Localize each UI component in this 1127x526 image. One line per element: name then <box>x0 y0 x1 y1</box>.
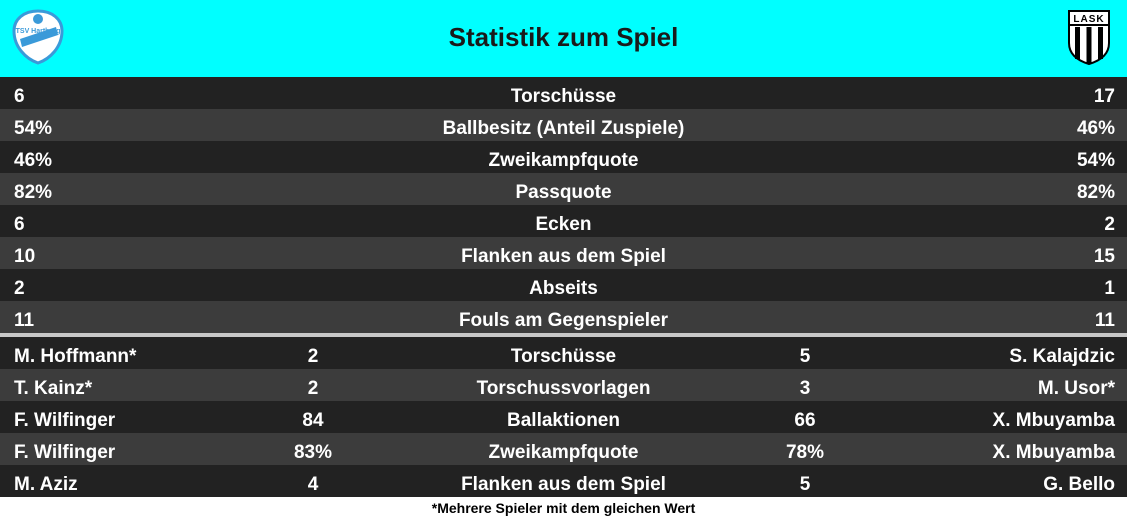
team-stat-row: Ecken 6 2 <box>0 205 1127 237</box>
stat-label: Passquote <box>515 182 612 203</box>
stat-label: Ecken <box>535 214 592 235</box>
stat-label: Ballaktionen <box>507 410 620 431</box>
away-player-name: M. Usor* <box>1037 378 1115 399</box>
stat-label: Fouls am Gegenspieler <box>458 310 669 331</box>
player-stat-row: Torschüsse M. Hoffmann* 2 5 S. Kalajdzic <box>0 337 1127 369</box>
away-player-value: 78% <box>785 442 825 463</box>
team-stat-row: Zweikampfquote 46% 54% <box>0 141 1127 173</box>
home-team-logo: TSV Hartberg <box>12 9 64 65</box>
stat-label: Torschüsse <box>510 86 617 107</box>
team-stat-row: Passquote 82% 82% <box>0 173 1127 205</box>
footnote: *Mehrere Spieler mit dem gleichen Wert <box>431 500 696 516</box>
player-stat-row: Flanken aus dem Spiel M. Aziz 4 5 G. Bello <box>0 465 1127 497</box>
away-logo-text: LASK <box>1073 14 1104 25</box>
team-stats-table: Torschüsse 6 17 Ballbesitz (Anteil Zuspiele… <box>0 77 1127 333</box>
home-player-value: 4 <box>307 474 319 495</box>
home-player-name: F. Wilfinger <box>14 442 116 463</box>
away-player-name: S. Kalajdzic <box>1009 346 1115 367</box>
home-team-value: 6 <box>14 214 25 235</box>
home-player-value: 2 <box>307 378 319 399</box>
stat-label: Zweikampfquote <box>488 150 639 171</box>
home-team-value: 2 <box>14 278 25 299</box>
stat-label: Flanken aus dem Spiel <box>461 474 666 495</box>
team-stat-row: Torschüsse 6 17 <box>0 77 1127 109</box>
away-player-value: 5 <box>799 474 811 495</box>
home-player-value: 2 <box>307 346 319 367</box>
away-team-value: 54% <box>1076 150 1115 171</box>
stat-label: Flanken aus dem Spiel <box>461 246 666 267</box>
player-stat-row: Torschussvorlagen T. Kainz* 2 3 M. Usor* <box>0 369 1127 401</box>
away-team-value: 2 <box>1104 214 1115 235</box>
home-team-value: 54% <box>14 118 53 139</box>
away-player-name: X. Mbuyamba <box>992 442 1115 463</box>
player-stat-row: Zweikampfquote F. Wilfinger 83% 78% X. Mbuya… <box>0 433 1127 465</box>
home-team-value: 6 <box>14 86 25 107</box>
home-player-name: T. Kainz* <box>14 378 93 399</box>
home-team-value: 10 <box>14 246 36 267</box>
home-team-value: 11 <box>14 310 35 331</box>
away-team-value: 17 <box>1093 86 1115 107</box>
away-team-value: 82% <box>1076 182 1115 203</box>
home-player-value: 84 <box>302 410 324 431</box>
home-player-name: M. Hoffmann* <box>14 346 137 367</box>
team-stat-row: Ballbesitz (Anteil Zuspiele) 54% 46% <box>0 109 1127 141</box>
home-player-name: M. Aziz <box>14 474 78 495</box>
home-player-value: 83% <box>293 442 333 463</box>
player-stats-table: Torschüsse M. Hoffmann* 2 5 S. Kalajdzic Tors… <box>0 337 1127 497</box>
home-logo-text: TSV Hartberg <box>16 28 61 35</box>
stat-label: Abseits <box>529 278 598 299</box>
away-player-name: G. Bello <box>1043 474 1115 495</box>
page-title: Statistik zum Spiel <box>448 22 679 52</box>
away-player-value: 5 <box>799 346 811 367</box>
stat-label: Torschussvorlagen <box>476 378 651 399</box>
away-team-logo: LASK <box>1068 10 1110 65</box>
home-team-value: 46% <box>14 150 53 171</box>
section-divider <box>0 333 1127 337</box>
away-team-value: 11 <box>1094 310 1115 331</box>
away-player-name: X. Mbuyamba <box>992 410 1115 431</box>
away-player-value: 66 <box>794 410 816 431</box>
header-bar: TSV Hartberg Statistik zum Spiel LASK <box>0 0 1127 77</box>
team-stat-row: Flanken aus dem Spiel 10 15 <box>0 237 1127 269</box>
stat-label: Ballbesitz (Anteil Zuspiele) <box>442 118 685 139</box>
away-player-value: 3 <box>799 378 811 399</box>
player-stat-row: Ballaktionen F. Wilfinger 84 66 X. Mbuyamba <box>0 401 1127 433</box>
away-team-value: 46% <box>1076 118 1115 139</box>
stat-label: Torschüsse <box>510 346 617 367</box>
away-team-value: 15 <box>1093 246 1115 267</box>
team-stat-row: Fouls am Gegenspieler 11 11 <box>0 301 1127 333</box>
stat-label: Zweikampfquote <box>488 442 639 463</box>
home-player-name: F. Wilfinger <box>14 410 116 431</box>
team-stat-row: Abseits 2 1 <box>0 269 1127 301</box>
away-team-value: 1 <box>1104 278 1115 299</box>
home-team-value: 82% <box>14 182 53 203</box>
